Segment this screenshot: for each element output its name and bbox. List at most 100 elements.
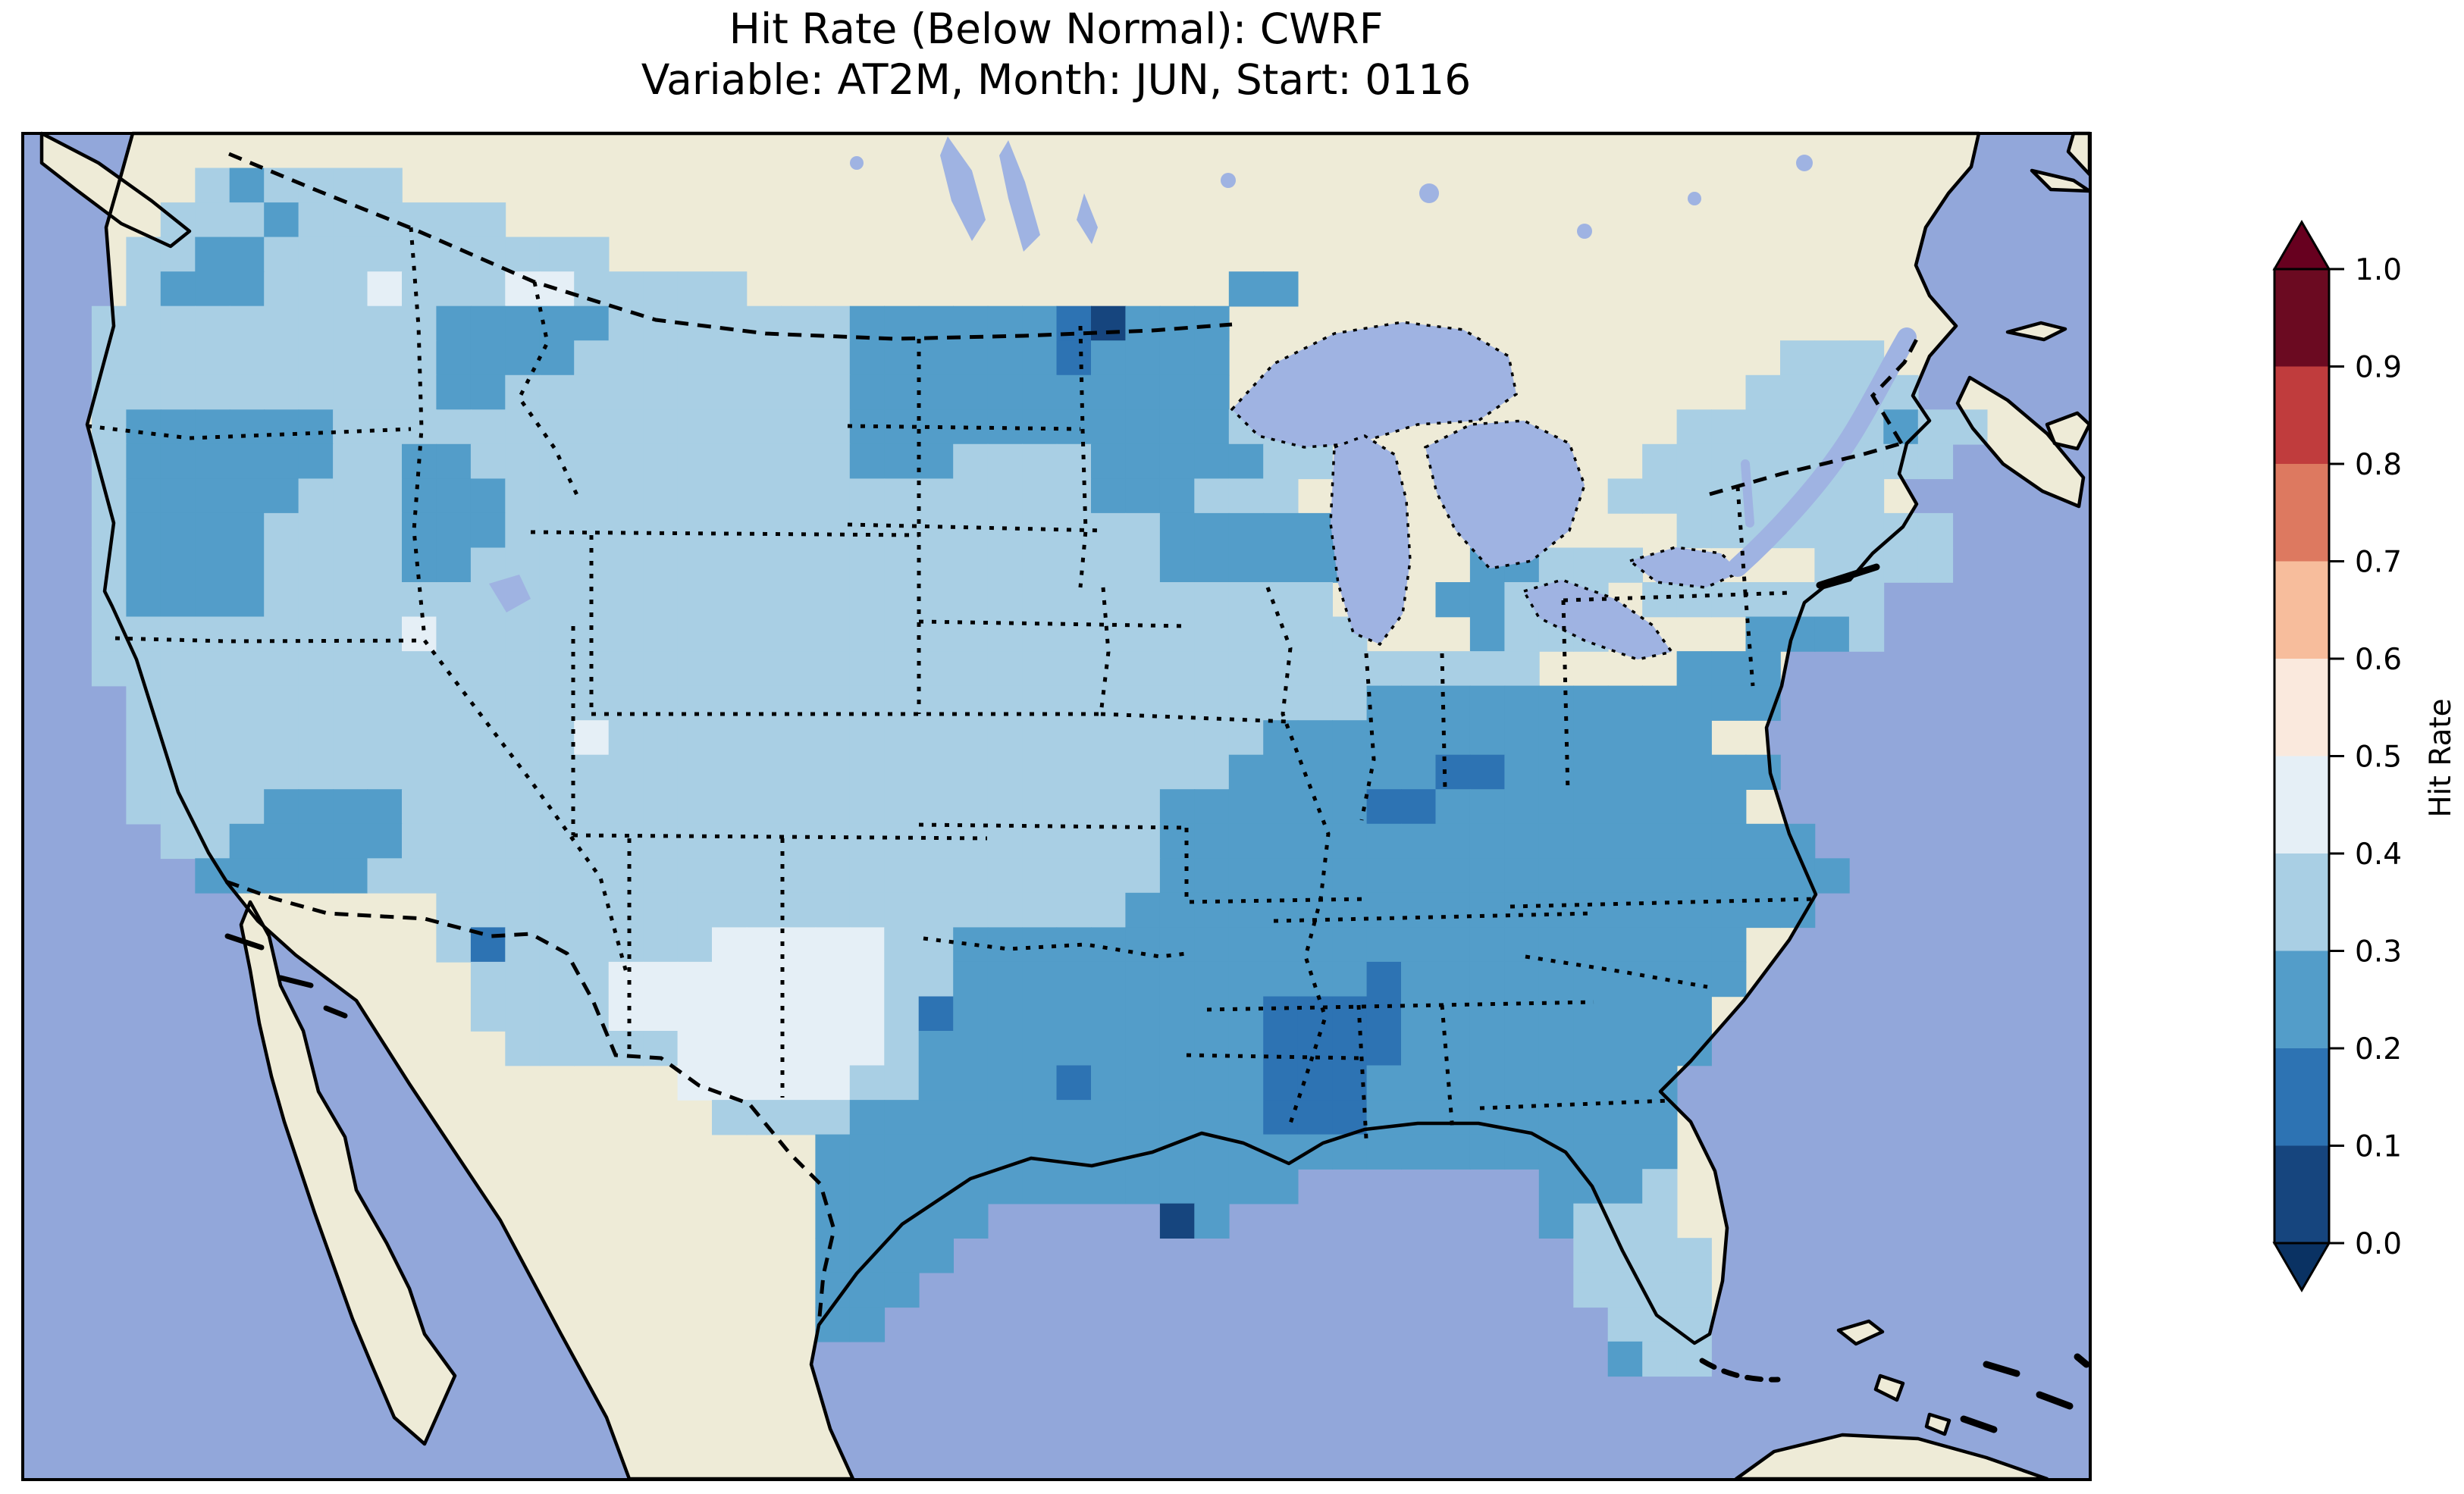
grid-cell xyxy=(918,547,954,583)
grid-cell xyxy=(436,305,472,341)
grid-cell xyxy=(367,685,403,721)
grid-cell xyxy=(1091,892,1127,929)
grid-cell xyxy=(470,409,506,445)
grid-cell xyxy=(1091,858,1127,894)
grid-cell xyxy=(436,374,472,411)
grid-cell xyxy=(815,443,851,480)
grid-cell xyxy=(780,616,817,652)
grid-cell xyxy=(470,374,506,411)
grid-cell xyxy=(953,582,989,618)
grid-cell xyxy=(1607,858,1643,894)
grid-cell xyxy=(1297,1100,1333,1135)
grid-cell xyxy=(918,685,954,721)
grid-cell xyxy=(884,892,920,929)
grid-cell xyxy=(1814,616,1850,652)
grid-cell xyxy=(884,547,920,583)
grid-cell xyxy=(677,754,713,790)
grid-cell xyxy=(574,754,610,790)
grid-cell xyxy=(1022,651,1058,687)
grid-cell xyxy=(1228,651,1265,687)
grid-cell xyxy=(1263,512,1299,549)
grid-cell xyxy=(1469,685,1506,721)
grid-cell xyxy=(1573,1238,1609,1273)
grid-cell xyxy=(1332,754,1368,790)
grid-cell xyxy=(1297,547,1333,583)
grid-cell xyxy=(574,340,610,376)
grid-cell xyxy=(1125,1100,1161,1135)
grid-cell xyxy=(195,409,230,445)
grid-cell xyxy=(1297,961,1333,998)
grid-cell xyxy=(884,1065,920,1101)
grid-cell xyxy=(1711,927,1747,963)
grid-cell xyxy=(1366,996,1402,1032)
grid-cell xyxy=(780,512,817,549)
grid-cell xyxy=(333,754,368,790)
coastline xyxy=(239,900,457,1446)
grid-cell xyxy=(1642,720,1678,756)
grid-cell xyxy=(367,754,403,790)
grid-cell xyxy=(367,547,403,583)
grid-cell xyxy=(987,720,1023,756)
grid-cell xyxy=(815,1031,851,1066)
grid-cell xyxy=(1091,582,1127,618)
grid-cell xyxy=(1091,927,1127,963)
grid-cell xyxy=(195,202,230,238)
grid-cell xyxy=(1711,754,1747,790)
grid-cell xyxy=(1469,720,1506,756)
grid-cell xyxy=(1159,616,1196,652)
grid-cell xyxy=(953,754,989,790)
grid-cell xyxy=(1676,582,1712,618)
grid-cell xyxy=(1745,616,1781,652)
grid-cell xyxy=(884,1100,920,1135)
grid-cell xyxy=(1676,685,1712,721)
grid-cell xyxy=(539,582,575,618)
grid-cell xyxy=(1573,927,1609,963)
grid-cell xyxy=(505,789,541,825)
grid-cell xyxy=(1194,1134,1230,1170)
grid-cell xyxy=(1091,1100,1127,1135)
grid-cell xyxy=(1263,858,1299,894)
colorbar-under-arrow xyxy=(2272,1242,2331,1292)
grid-cell xyxy=(539,236,575,272)
grid-cell xyxy=(264,651,299,687)
grid-cell xyxy=(1332,823,1368,860)
grid-cell xyxy=(849,1169,886,1204)
grid-cell xyxy=(1091,340,1127,376)
grid-cell xyxy=(436,340,472,376)
grid-cell xyxy=(918,582,954,618)
grid-cell xyxy=(470,823,506,860)
grid-cell xyxy=(539,443,575,480)
grid-cell xyxy=(780,582,817,618)
grid-cell xyxy=(574,374,610,411)
grid-cell xyxy=(402,720,437,756)
grid-cell xyxy=(1194,1100,1230,1135)
grid-cell xyxy=(1056,927,1092,963)
grid-cell xyxy=(229,685,265,721)
grid-cell xyxy=(402,651,437,687)
grid-cell xyxy=(643,996,679,1032)
grid-cell xyxy=(1504,685,1540,721)
grid-cell xyxy=(1573,996,1609,1032)
grid-cell xyxy=(953,443,989,480)
grid-cell xyxy=(987,512,1023,549)
grid-cell xyxy=(1194,1203,1230,1239)
grid-cell xyxy=(1642,1065,1678,1101)
grid-cell xyxy=(780,374,817,411)
grid-cell xyxy=(1401,927,1437,963)
grid-cell xyxy=(1125,478,1161,514)
grid-cell xyxy=(1676,512,1712,549)
grid-cell xyxy=(367,443,403,480)
lakes-layer xyxy=(489,136,1917,661)
grid-cell xyxy=(436,478,472,514)
grid-cell xyxy=(987,616,1023,652)
grid-cell xyxy=(1056,858,1092,894)
grid-cell xyxy=(333,858,368,894)
country-border xyxy=(225,879,836,1326)
grid-cell xyxy=(160,271,196,307)
grid-cell xyxy=(987,754,1023,790)
state-border xyxy=(1078,325,1088,588)
colorbar-tick-label: 0.8 xyxy=(2355,448,2402,482)
grid-cell xyxy=(539,547,575,583)
grid-cell xyxy=(643,1031,679,1066)
grid-cell xyxy=(574,1031,610,1066)
